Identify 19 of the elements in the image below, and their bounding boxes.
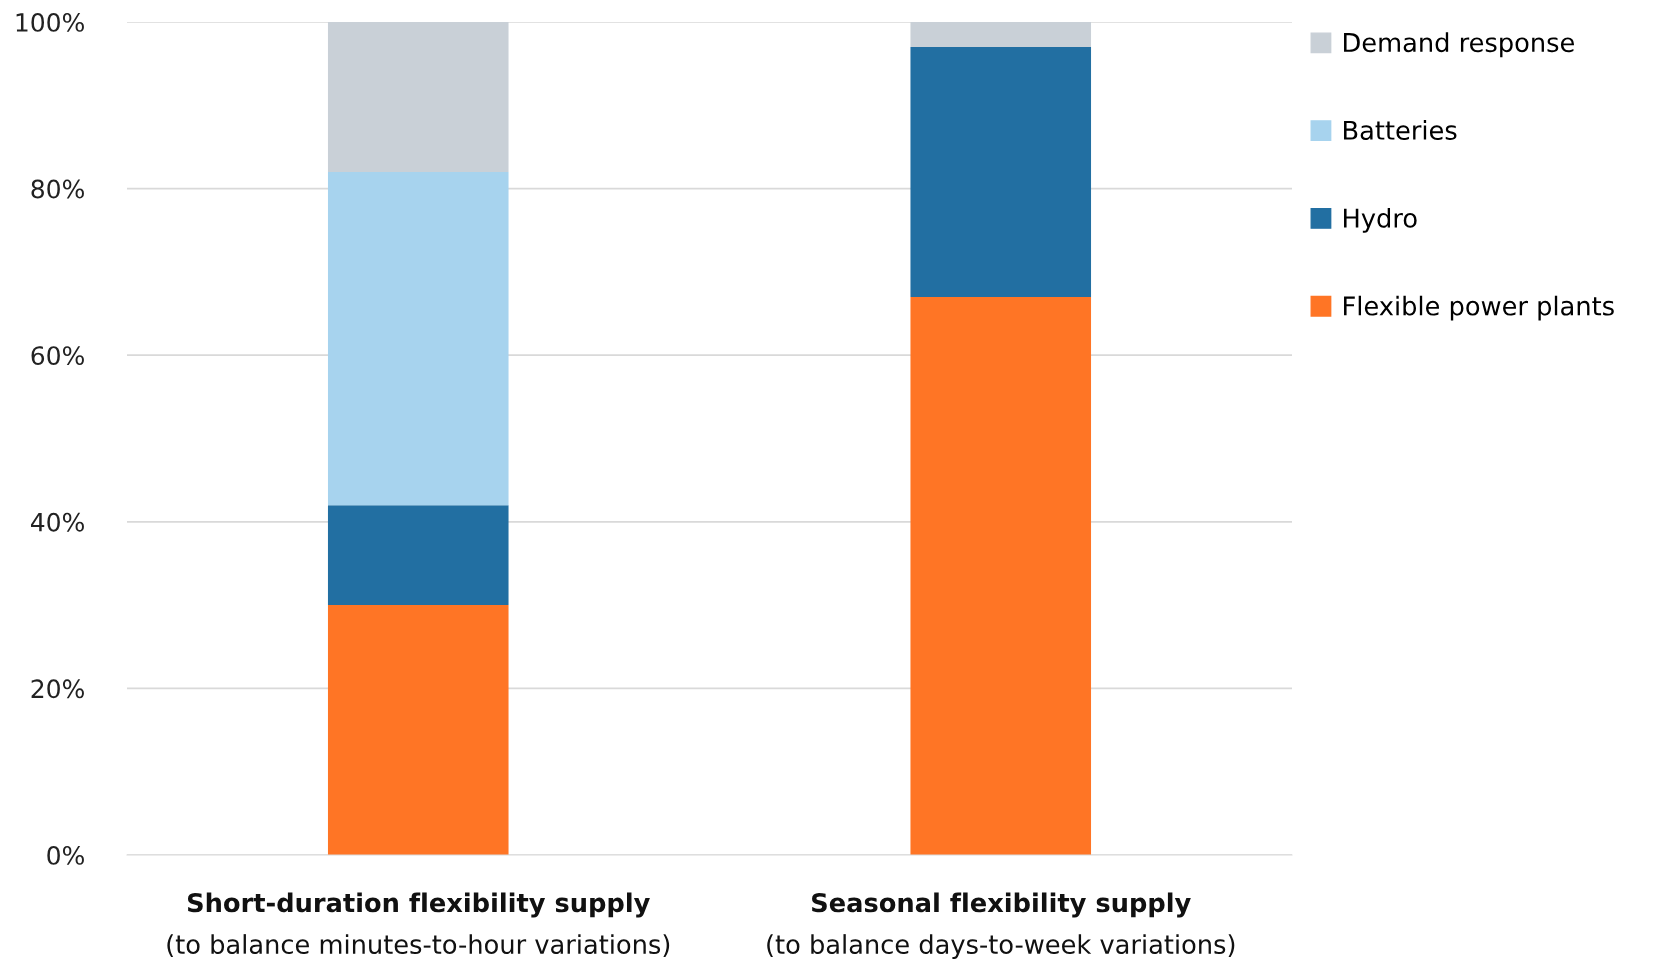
bar	[910, 22, 1092, 47]
bar	[327, 605, 509, 855]
bar	[910, 46, 1092, 297]
x-tick-label: Short-duration flexibility supply (to balance minutes-to-hour variations)	[167, 892, 670, 958]
y-tick-label: 40%	[30, 512, 84, 532]
y-tick-label: 60%	[31, 346, 84, 366]
legend-label: Flexible power plants	[1344, 295, 1614, 321]
bar	[910, 296, 1092, 855]
x-tick-label: Seasonal flexibility supply (to balance days-to-week variations)	[767, 892, 1235, 959]
legend-label: Batteries	[1344, 120, 1457, 140]
legend-label: Demand response	[1344, 32, 1574, 58]
bar	[327, 171, 509, 506]
y-tick-label: 80%	[31, 179, 84, 199]
y-tick-label: 20%	[31, 679, 84, 699]
legend-label: Hydro	[1344, 207, 1417, 233]
y-tick-label: 0%	[47, 845, 84, 865]
bar	[327, 505, 509, 606]
bar	[327, 22, 509, 172]
y-tick-label: 100%	[16, 12, 84, 32]
